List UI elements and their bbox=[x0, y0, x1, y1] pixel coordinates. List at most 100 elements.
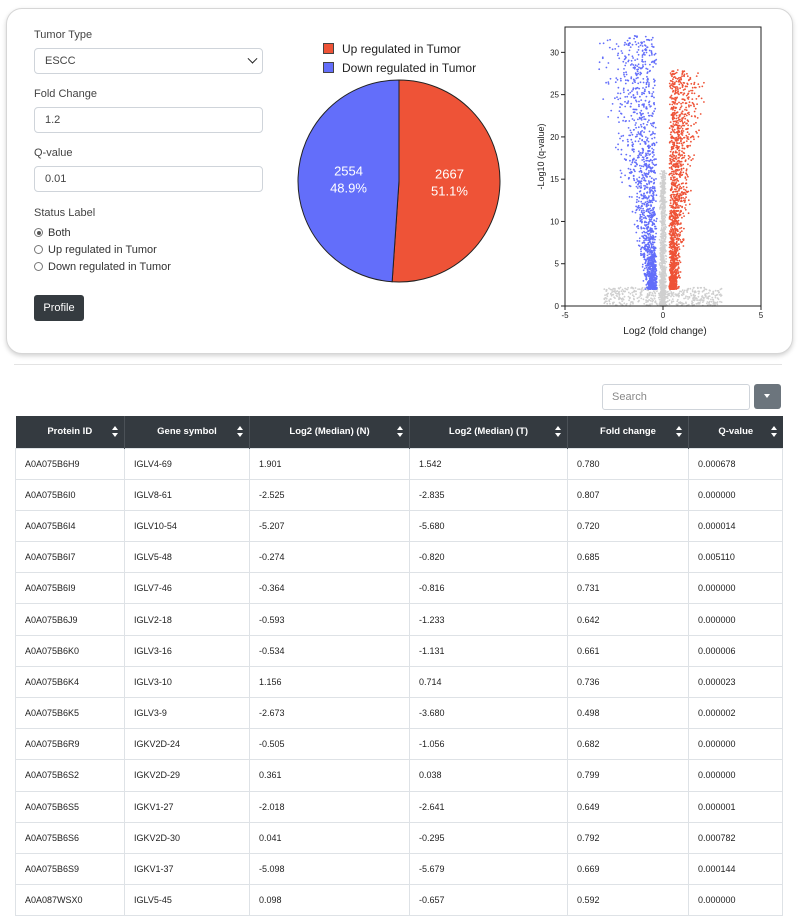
radio-unchecked-icon[interactable] bbox=[34, 262, 43, 271]
table-cell: 0.792 bbox=[567, 821, 689, 854]
point-down bbox=[652, 274, 655, 277]
table-row[interactable]: A0A087WSX0 IGLV5-45 0.098 -0.657 0.592 0.0000… bbox=[15, 884, 783, 917]
point-down bbox=[653, 211, 655, 214]
protein-table: Protein ID Gene symbol Log2 (Median) (N)… bbox=[15, 416, 783, 917]
point-down bbox=[617, 92, 619, 95]
sort-icon[interactable] bbox=[237, 426, 243, 438]
point-down bbox=[617, 98, 620, 101]
sort-icon[interactable] bbox=[397, 426, 403, 438]
point-up bbox=[674, 272, 677, 275]
point-down bbox=[647, 112, 650, 114]
point-up bbox=[675, 80, 678, 83]
qvalue-input[interactable]: 0.01 bbox=[34, 166, 263, 192]
point-down bbox=[643, 214, 645, 217]
table-row[interactable]: A0A075B6K0 IGLV3-16 -0.534 -1.131 0.661 0.000… bbox=[15, 634, 783, 667]
point-down bbox=[646, 191, 649, 194]
column-header-log2-median-n[interactable]: Log2 (Median) (N) bbox=[249, 416, 410, 448]
columns-dropdown-button[interactable] bbox=[754, 384, 781, 409]
status-radio-down[interactable]: Down regulated in Tumor bbox=[34, 259, 171, 275]
table-cell: -0.816 bbox=[409, 572, 568, 605]
table-row[interactable]: A0A075B6S5 IGKV1-27 -2.018 -2.641 0.649 0.000… bbox=[15, 790, 783, 823]
table-row[interactable]: A0A075B6K5 IGLV3-9 -2.673 -3.680 0.498 0.0000… bbox=[15, 696, 783, 730]
point-down bbox=[627, 89, 629, 92]
point-neutral bbox=[678, 292, 681, 294]
point-down bbox=[646, 245, 649, 248]
column-header-qvalue[interactable]: Q-value bbox=[688, 416, 783, 448]
legend-item-up[interactable]: Up regulated in Tumor bbox=[323, 42, 476, 61]
point-neutral bbox=[620, 290, 623, 293]
point-neutral bbox=[658, 294, 661, 297]
sort-icon[interactable] bbox=[112, 426, 118, 438]
table-row[interactable]: A0A075B6I4 IGLV10-54 -5.207 -5.680 0.720 0.00… bbox=[15, 509, 783, 543]
point-neutral bbox=[661, 211, 664, 214]
point-down bbox=[620, 135, 623, 138]
table-row[interactable]: A0A075B6S6 IGKV2D-30 0.041 -0.295 0.792 0.000… bbox=[15, 821, 783, 854]
point-up bbox=[676, 249, 679, 252]
table-row[interactable]: A0A075B6I0 IGLV8-61 -2.525 -2.835 0.807 0.000… bbox=[15, 478, 783, 511]
sort-icon[interactable] bbox=[555, 426, 561, 438]
table-cell: IGKV1-37 bbox=[124, 852, 250, 886]
profile-button[interactable]: Profile bbox=[34, 295, 84, 321]
point-down bbox=[649, 134, 652, 136]
point-down bbox=[653, 279, 655, 281]
status-radio-up[interactable]: Up regulated in Tumor bbox=[34, 242, 157, 258]
point-down bbox=[639, 95, 641, 98]
point-down bbox=[645, 221, 648, 224]
tumor-type-select[interactable]: ESCC bbox=[34, 48, 263, 74]
table-row[interactable]: A0A075B6S2 IGKV2D-29 0.361 0.038 0.799 0.0000… bbox=[15, 759, 783, 792]
point-down bbox=[640, 180, 643, 183]
table-search-input[interactable]: Search bbox=[602, 384, 750, 410]
point-down bbox=[638, 103, 640, 106]
point-down bbox=[628, 49, 631, 52]
point-down bbox=[614, 97, 616, 100]
table-row[interactable]: A0A075B6K4 IGLV3-10 1.156 0.714 0.736 0.00002… bbox=[15, 665, 783, 699]
point-up bbox=[669, 199, 672, 202]
table-row[interactable]: A0A075B6J9 IGLV2-18 -0.593 -1.233 0.642 0.000… bbox=[15, 603, 783, 636]
column-header-log2-median-t[interactable]: Log2 (Median) (T) bbox=[409, 416, 568, 448]
point-up bbox=[682, 197, 685, 199]
point-down bbox=[631, 210, 634, 213]
pie-slice-up[interactable] bbox=[391, 79, 501, 283]
point-neutral bbox=[628, 297, 631, 300]
point-up bbox=[671, 184, 673, 186]
table-cell: IGLV8-61 bbox=[124, 478, 250, 511]
point-up bbox=[682, 101, 684, 104]
radio-unchecked-icon[interactable] bbox=[34, 245, 43, 254]
point-up bbox=[687, 154, 690, 157]
point-up bbox=[672, 126, 675, 128]
point-neutral bbox=[642, 298, 645, 301]
column-header-fold-change[interactable]: Fold change bbox=[567, 416, 689, 448]
point-up bbox=[669, 188, 672, 191]
fold-change-input[interactable]: 1.2 bbox=[34, 107, 263, 133]
point-down bbox=[645, 210, 648, 213]
table-row[interactable]: A0A075B6H9 IGLV4-69 1.901 1.542 0.780 0.00067… bbox=[15, 447, 783, 480]
point-down bbox=[647, 78, 649, 81]
point-up bbox=[684, 160, 687, 163]
point-down bbox=[652, 151, 655, 154]
point-up bbox=[697, 83, 700, 86]
point-down bbox=[642, 151, 644, 154]
legend-item-down[interactable]: Down regulated in Tumor bbox=[323, 61, 476, 80]
table-cell: IGLV4-69 bbox=[124, 447, 250, 480]
column-header-protein-id[interactable]: Protein ID bbox=[15, 416, 125, 448]
point-up bbox=[680, 140, 682, 143]
point-down bbox=[646, 243, 649, 246]
point-down bbox=[649, 167, 652, 170]
table-row[interactable]: A0A075B6I7 IGLV5-48 -0.274 -0.820 0.685 0.005… bbox=[15, 541, 783, 574]
table-row[interactable]: A0A075B6R9 IGKV2D-24 -0.505 -1.056 0.682 0.00… bbox=[15, 728, 783, 761]
column-header-gene-symbol[interactable]: Gene symbol bbox=[124, 416, 250, 448]
point-up bbox=[675, 87, 677, 90]
point-neutral bbox=[663, 207, 666, 210]
point-down bbox=[648, 90, 650, 93]
table-row[interactable]: A0A075B6S9 IGKV1-37 -5.098 -5.679 0.669 0.000… bbox=[15, 852, 783, 886]
table-row[interactable]: A0A075B6I9 IGLV7-46 -0.364 -0.816 0.731 0.000… bbox=[15, 572, 783, 605]
pie-slice-down[interactable] bbox=[297, 79, 400, 283]
status-radio-both[interactable]: Both bbox=[34, 225, 71, 241]
point-down bbox=[623, 68, 625, 70]
point-down bbox=[636, 192, 639, 195]
sort-icon[interactable] bbox=[770, 426, 777, 438]
radio-checked-icon[interactable] bbox=[34, 228, 43, 237]
point-down bbox=[649, 249, 651, 252]
sort-icon[interactable] bbox=[676, 426, 682, 438]
point-down bbox=[644, 163, 646, 165]
